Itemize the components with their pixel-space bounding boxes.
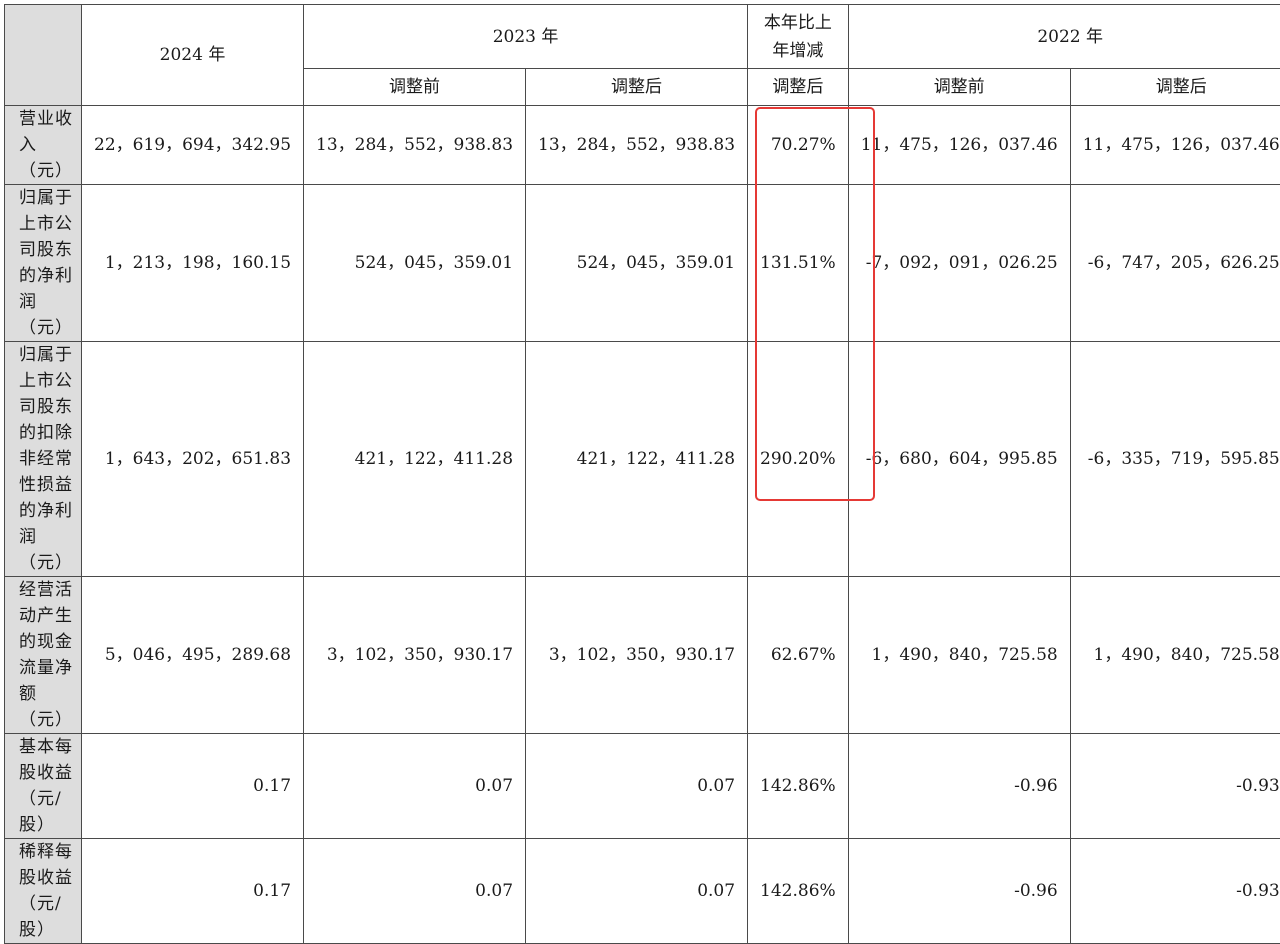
header-change-after: 调整后	[748, 69, 849, 106]
cell-change: 131.51%	[748, 185, 849, 342]
cell-2024: 0.17	[82, 839, 304, 944]
cell-change: 62.67%	[748, 577, 849, 734]
cell-2023-after: 524，045，359.01	[526, 185, 748, 342]
row-label: 基本每股收益 （元/股）	[5, 734, 82, 839]
cell-2023-after: 13，284，552，938.83	[526, 106, 748, 185]
cell-2023-before: 421，122，411.28	[304, 342, 526, 577]
cell-2023-after: 3，102，350，930.17	[526, 577, 748, 734]
row-label: 归属于上市公 司股东的净利 润（元）	[5, 185, 82, 342]
header-2022: 2022 年	[848, 5, 1280, 69]
table-row: 稀释每股收益 （元/股） 0.17 0.07 0.07 142.86% -0.9…	[5, 839, 1280, 944]
cell-2022-after: 11，475，126，037.46	[1070, 106, 1280, 185]
cell-2023-after: 421，122，411.28	[526, 342, 748, 577]
cell-2022-before: -0.96	[848, 839, 1070, 944]
table-row: 基本每股收益 （元/股） 0.17 0.07 0.07 142.86% -0.9…	[5, 734, 1280, 839]
row-label: 归属于上市公 司股东的扣除 非经常性损益 的净利润 （元）	[5, 342, 82, 577]
table-row: 营业收入 （元） 22，619，694，342.95 13，284，552，93…	[5, 106, 1280, 185]
header-2023-before: 调整前	[304, 69, 526, 106]
table-row: 经营活动产生 的现金流量净 额（元） 5，046，495，289.68 3，10…	[5, 577, 1280, 734]
cell-2023-before: 3，102，350，930.17	[304, 577, 526, 734]
table-row: 归属于上市公 司股东的净利 润（元） 1，213，198，160.15 524，…	[5, 185, 1280, 342]
cell-change: 70.27%	[748, 106, 849, 185]
row-label: 经营活动产生 的现金流量净 额（元）	[5, 577, 82, 734]
cell-2024: 22，619，694，342.95	[82, 106, 304, 185]
cell-2024: 1，213，198，160.15	[82, 185, 304, 342]
cell-2023-before: 13，284，552，938.83	[304, 106, 526, 185]
cell-change: 142.86%	[748, 839, 849, 944]
cell-2022-before: 11，475，126，037.46	[848, 106, 1070, 185]
cell-change: 142.86%	[748, 734, 849, 839]
cell-2022-before: -6，680，604，995.85	[848, 342, 1070, 577]
cell-2022-after: 1，490，840，725.58	[1070, 577, 1280, 734]
row-label: 稀释每股收益 （元/股）	[5, 839, 82, 944]
row-label: 营业收入 （元）	[5, 106, 82, 185]
cell-2022-after: -6，335，719，595.85	[1070, 342, 1280, 577]
cell-2023-before: 524，045，359.01	[304, 185, 526, 342]
cell-2022-after: -6，747，205，626.25	[1070, 185, 1280, 342]
corner-cell	[5, 5, 82, 106]
cell-2022-before: -0.96	[848, 734, 1070, 839]
cell-2023-before: 0.07	[304, 839, 526, 944]
cell-2024: 1，643，202，651.83	[82, 342, 304, 577]
financial-summary-table: 2024 年 2023 年 本年比上 年增减 2022 年 调整前 调整后 调整…	[4, 4, 1280, 944]
cell-2022-before: 1，490，840，725.58	[848, 577, 1070, 734]
cell-2024: 0.17	[82, 734, 304, 839]
cell-2022-after: -0.93	[1070, 734, 1280, 839]
financial-table-wrapper: 2024 年 2023 年 本年比上 年增减 2022 年 调整前 调整后 调整…	[4, 4, 1280, 944]
header-2022-after: 调整后	[1070, 69, 1280, 106]
header-row-years: 2024 年 2023 年 本年比上 年增减 2022 年	[5, 5, 1280, 69]
cell-2022-before: -7，092，091，026.25	[848, 185, 1070, 342]
header-2023: 2023 年	[304, 5, 748, 69]
header-2022-before: 调整前	[848, 69, 1070, 106]
cell-2023-before: 0.07	[304, 734, 526, 839]
header-change: 本年比上 年增减	[748, 5, 849, 69]
cell-2022-after: -0.93	[1070, 839, 1280, 944]
table-row: 归属于上市公 司股东的扣除 非经常性损益 的净利润 （元） 1，643，202，…	[5, 342, 1280, 577]
cell-2023-after: 0.07	[526, 734, 748, 839]
cell-change: 290.20%	[748, 342, 849, 577]
header-2023-after: 调整后	[526, 69, 748, 106]
cell-2024: 5，046，495，289.68	[82, 577, 304, 734]
header-2024: 2024 年	[82, 5, 304, 106]
cell-2023-after: 0.07	[526, 839, 748, 944]
